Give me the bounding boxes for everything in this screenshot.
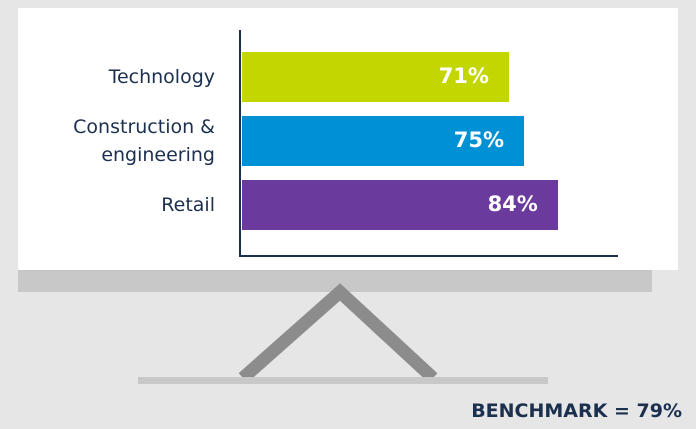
value-label: 75% (453, 128, 504, 152)
bar (242, 52, 509, 102)
category-label: Technology (108, 66, 215, 88)
board-ledge (18, 270, 652, 292)
value-label: 71% (438, 64, 489, 88)
annotation: BENCHMARK = 79% (471, 400, 682, 422)
stand (238, 283, 438, 383)
bar (242, 116, 524, 166)
bar (242, 180, 558, 230)
category-label: Retail (161, 194, 215, 216)
category-label: Construction & engineering (73, 116, 215, 166)
value-label: 84% (487, 192, 538, 216)
stand-base (138, 377, 548, 384)
